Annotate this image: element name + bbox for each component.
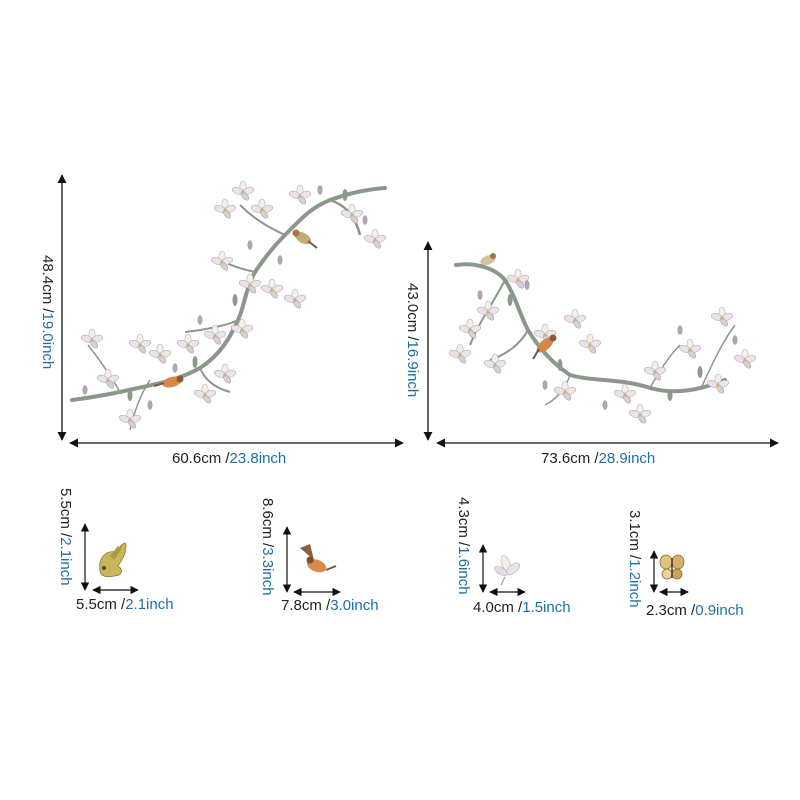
separator: / — [221, 450, 230, 467]
width-cm: 60.6cm — [172, 450, 222, 467]
flower-width-label: 4.0cm /1.5inch — [473, 599, 571, 616]
separator: / — [513, 599, 523, 616]
brown-bird-sticker — [300, 544, 337, 573]
separator: / — [686, 602, 696, 619]
dimension-arrows-flower — [478, 544, 526, 597]
dimension-arrows-brown-bird — [282, 526, 341, 597]
height-cm: 43.0cm — [404, 283, 421, 333]
separator: / — [259, 538, 276, 548]
butterfly-height-label: 3.1cm /1.2inch — [626, 510, 643, 608]
width-cm: 2.3cm — [646, 602, 687, 619]
width-inch: 28.9inch — [598, 450, 656, 467]
width-inch: 23.8inch — [229, 450, 287, 467]
height-cm: 3.1cm — [626, 510, 643, 551]
butterfly-sticker — [659, 554, 685, 580]
separator: / — [590, 450, 599, 467]
height-inch: 16.9inch — [404, 340, 421, 398]
dimension-arrows-yellow-bird — [80, 523, 139, 595]
brown-bird-height-label: 8.6cm /3.3inch — [259, 498, 276, 596]
width-inch: 0.9inch — [695, 602, 744, 619]
separator: / — [116, 596, 126, 613]
separator: / — [626, 550, 643, 560]
height-inch: 2.1inch — [57, 537, 74, 586]
height-inch: 1.2inch — [626, 559, 643, 608]
dimension-arrows-left — [57, 174, 404, 448]
width-inch: 2.1inch — [125, 596, 174, 613]
right-branch-width-label: 73.6cm /28.9inch — [541, 450, 655, 467]
right-branch-height-label: 43.0cm /16.9inch — [404, 283, 421, 397]
yellow-bird-sticker — [99, 542, 127, 578]
separator: / — [57, 528, 74, 538]
dimension-arrows-right — [423, 241, 779, 448]
dimension-arrows-butterfly — [649, 550, 689, 597]
width-inch: 1.5inch — [522, 599, 571, 616]
height-cm: 5.5cm — [57, 488, 74, 529]
height-inch: 3.3inch — [259, 547, 276, 596]
flower-sticker — [494, 555, 520, 586]
butterfly-width-label: 2.3cm /0.9inch — [646, 602, 744, 619]
left-branch-illustration — [70, 180, 388, 431]
separator: / — [455, 537, 472, 547]
height-inch: 1.6inch — [455, 546, 472, 595]
height-cm: 8.6cm — [259, 498, 276, 539]
width-inch: 3.0inch — [330, 597, 379, 614]
right-branch-illustration — [447, 253, 758, 426]
width-cm: 73.6cm — [541, 450, 591, 467]
separator: / — [404, 332, 421, 341]
width-cm: 5.5cm — [76, 596, 117, 613]
height-cm: 48.4cm — [39, 255, 56, 305]
left-branch-height-label: 48.4cm /19.0inch — [39, 255, 56, 369]
yellow-bird-height-label: 5.5cm /2.1inch — [57, 488, 74, 586]
width-cm: 7.8cm — [281, 597, 322, 614]
brown-bird-width-label: 7.8cm /3.0inch — [281, 597, 379, 614]
height-inch: 19.0inch — [39, 312, 56, 370]
yellow-bird-width-label: 5.5cm /2.1inch — [76, 596, 174, 613]
left-branch-width-label: 60.6cm /23.8inch — [172, 450, 286, 467]
separator: / — [321, 597, 331, 614]
flower-height-label: 4.3cm /1.6inch — [455, 497, 472, 595]
separator: / — [39, 304, 56, 313]
height-cm: 4.3cm — [455, 497, 472, 538]
width-cm: 4.0cm — [473, 599, 514, 616]
